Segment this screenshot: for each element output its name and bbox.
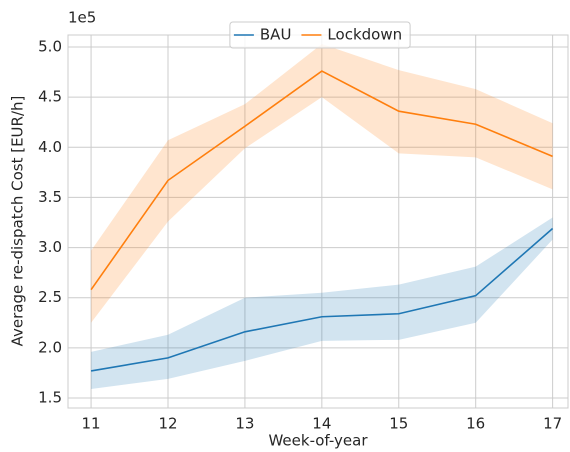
x-tick-label: 11 [82,415,101,433]
series-line [90,70,553,291]
y-tick-label: 3.5 [38,188,62,206]
confidence-band [91,44,553,323]
legend-label: Lockdown [327,26,402,44]
x-tick-label: 12 [158,415,177,433]
x-axis-label: Week-of-year [268,432,368,450]
x-tick-label: 13 [235,415,254,433]
y-tick-label: 5.0 [38,38,62,56]
x-tick-label: 16 [466,415,485,433]
y-tick-label: 4.0 [38,138,62,156]
y-tick-label: 3.0 [38,238,62,256]
y-tick-label: 2.0 [38,338,62,356]
series-line [90,227,554,372]
legend-label: BAU [260,26,292,44]
x-tick-label: 14 [312,415,331,433]
y-axis-label: Average re-dispatch Cost [EUR/h] [9,96,27,347]
y-tick-label: 4.5 [38,88,62,106]
y-offset-label: 1e5 [68,9,96,27]
x-tick-label: 17 [543,415,562,433]
confidence-band [91,217,553,389]
y-tick-label: 1.5 [38,388,62,406]
legend: BAU Lockdown [229,21,411,49]
x-tick-label: 15 [389,415,408,433]
y-tick-label: 2.5 [38,288,62,306]
